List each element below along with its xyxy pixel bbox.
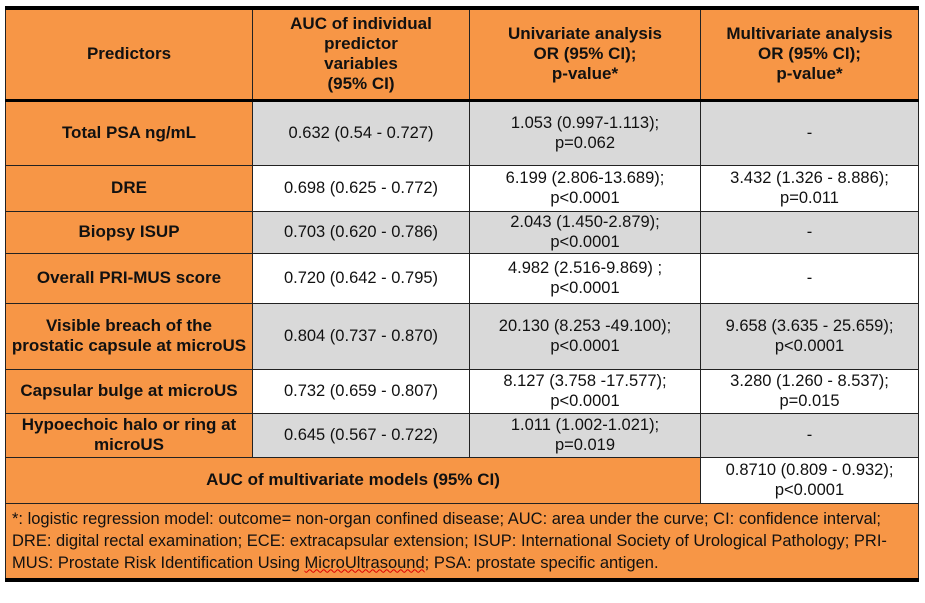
predictor-cell: Capsular bulge at microUS (5, 368, 253, 414)
multivariate-cell: - (700, 210, 919, 254)
multivariate-p: p<0.0001 (774, 337, 845, 355)
header-auc-line: variables (324, 54, 398, 74)
univariate-cell: 4.982 (2.516-9.869) ; p<0.0001 (469, 252, 701, 304)
footnote-row: *: logistic regression model: outcome= n… (5, 502, 919, 580)
predictor-cell: Total PSA ng/mL (5, 99, 253, 166)
header-uni-line: p-value* (551, 64, 619, 84)
auc-cell: 0.732 (0.659 - 0.807) (252, 368, 470, 414)
predictor-cell: Overall PRI-MUS score (5, 252, 253, 304)
table-row: Overall PRI-MUS score 0.720 (0.642 - 0.79… (5, 252, 919, 304)
table-row: Visible breach of the prostatic capsule … (5, 302, 919, 370)
auc-cell: 0.632 (0.54 - 0.727) (252, 99, 470, 166)
univariate-cell: 2.043 (1.450-2.879); p<0.0001 (469, 210, 701, 254)
predictor-cell: Hypoechoic halo or ring at microUS (5, 412, 253, 458)
auc-cell: 0.698 (0.625 - 0.772) (252, 164, 470, 212)
multivariate-cell: 3.432 (1.326 - 8.886); p=0.011 (700, 164, 919, 212)
univariate-or: 6.199 (2.806-13.689); (505, 169, 665, 187)
predictor-cell: DRE (5, 164, 253, 212)
univariate-cell: 1.011 (1.002-1.021); p=0.019 (469, 412, 701, 458)
results-table: Predictors AUC of individual predictor v… (5, 6, 919, 582)
auc-cell: 0.804 (0.737 - 0.870) (252, 302, 470, 370)
header-multi-line: OR (95% CI); (758, 44, 861, 64)
model-row: AUC of multivariate models (95% CI) 0.87… (5, 456, 919, 504)
univariate-p: p<0.0001 (550, 337, 620, 355)
univariate-or: 1.053 (0.997-1.113); (510, 114, 660, 132)
univariate-cell: 6.199 (2.806-13.689); p<0.0001 (469, 164, 701, 212)
univariate-or: 20.130 (8.253 -49.100); (498, 317, 672, 335)
footnote-spellcheck-word: MicroUltrasound (304, 553, 425, 572)
univariate-p: p=0.062 (554, 134, 616, 152)
header-uni-line: Univariate analysis (507, 24, 663, 44)
header-auc-line: predictor (324, 34, 398, 54)
univariate-p: p<0.0001 (550, 392, 620, 410)
header-multi-line: p-value* (776, 64, 843, 84)
table-row: Hypoechoic halo or ring at microUS 0.645 … (5, 412, 919, 458)
header-multivariate: Multivariate analysis OR (95% CI); p-val… (700, 7, 919, 102)
auc-cell: 0.645 (0.567 - 0.722) (252, 412, 470, 458)
univariate-p: p=0.019 (554, 436, 616, 454)
multivariate-or: 9.658 (3.635 - 25.659); (725, 317, 894, 335)
univariate-p: p<0.0001 (550, 233, 620, 251)
header-auc-line: AUC of individual (290, 14, 432, 34)
table-row: Capsular bulge at microUS 0.732 (0.659 - … (5, 368, 919, 414)
predictor-cell: Biopsy ISUP (5, 210, 253, 254)
multivariate-p: p=0.011 (780, 189, 839, 207)
univariate-or: 8.127 (3.758 -17.577); (503, 372, 667, 390)
predictor-cell: Visible breach of the prostatic capsule … (5, 302, 253, 370)
footnote-text-end: ; PSA: prostate specific antigen. (424, 553, 659, 572)
multivariate-cell: 9.658 (3.635 - 25.659); p<0.0001 (700, 302, 919, 370)
footnote-text: *: logistic regression model: outcome= n… (12, 509, 887, 572)
header-multi-line: Multivariate analysis (726, 24, 893, 44)
auc-cell: 0.703 (0.620 - 0.786) (252, 210, 470, 254)
model-value-line: 0.8710 (0.809 - 0.932); (725, 461, 894, 479)
model-value-line: p<0.0001 (774, 481, 845, 499)
univariate-p: p<0.0001 (550, 279, 620, 297)
univariate-cell: 20.130 (8.253 -49.100); p<0.0001 (469, 302, 701, 370)
multivariate-cell: - (700, 252, 919, 304)
multivariate-cell: - (700, 99, 919, 166)
table-row: DRE 0.698 (0.625 - 0.772) 6.199 (2.806-13.… (5, 164, 919, 212)
header-auc: AUC of individual predictor variables (9… (252, 7, 470, 102)
univariate-cell: 8.127 (3.758 -17.577); p<0.0001 (469, 368, 701, 414)
multivariate-or: 3.432 (1.326 - 8.886); (730, 169, 889, 187)
multivariate-cell: 3.280 (1.260 - 8.537); p=0.015 (700, 368, 919, 414)
univariate-or: 1.011 (1.002-1.021); (510, 416, 660, 434)
multivariate-cell: - (700, 412, 919, 458)
model-value: 0.8710 (0.809 - 0.932); p<0.0001 (700, 456, 919, 504)
multivariate-p: p=0.015 (779, 392, 840, 410)
univariate-p: p<0.0001 (550, 189, 620, 207)
table-row: Biopsy ISUP 0.703 (0.620 - 0.786) 2.043 (1… (5, 210, 919, 254)
header-auc-line: (95% CI) (327, 74, 395, 94)
header-univariate: Univariate analysis OR (95% CI); p-value… (469, 7, 701, 102)
header-uni-line: OR (95% CI); (533, 44, 637, 64)
multivariate-or: 3.280 (1.260 - 8.537); (730, 372, 889, 390)
model-label: AUC of multivariate models (95% CI) (5, 456, 701, 504)
univariate-or: 4.982 (2.516-9.869) ; (507, 259, 663, 277)
table-row: Total PSA ng/mL 0.632 (0.54 - 0.727) 1.053… (5, 99, 919, 166)
footnote: *: logistic regression model: outcome= n… (5, 502, 919, 580)
univariate-cell: 1.053 (0.997-1.113); p=0.062 (469, 99, 701, 166)
auc-cell: 0.720 (0.642 - 0.795) (252, 252, 470, 304)
header-predictors: Predictors (5, 7, 253, 102)
univariate-or: 2.043 (1.450-2.879); (510, 213, 660, 231)
header-row: Predictors AUC of individual predictor v… (5, 7, 919, 102)
